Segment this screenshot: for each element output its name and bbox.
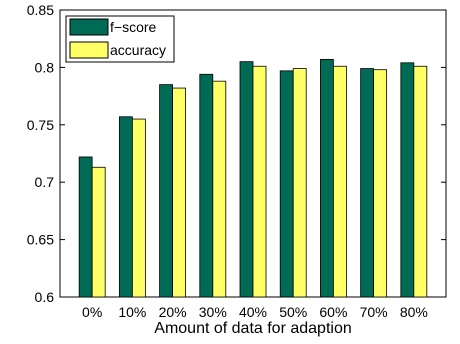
- bar-accuracy-0pct: [91, 166, 106, 298]
- y-tick-label: 0.7: [35, 174, 55, 190]
- x-tick-label: 50%: [279, 304, 307, 320]
- bar-f-score-40pct: [239, 61, 254, 298]
- x-axis: 0% 10% 20% 30% 40% 50% 60% 70% 80%: [82, 292, 428, 320]
- bar-f-score-60pct: [320, 58, 334, 298]
- x-tick-label: 40%: [239, 304, 267, 320]
- y-axis: 0.6 0.65 0.7 0.75 0.8 0.85: [27, 2, 446, 305]
- bar-accuracy-80pct: [413, 65, 428, 298]
- bar-accuracy-30pct: [212, 80, 227, 298]
- x-tick-label: 70%: [360, 304, 388, 320]
- y-tick-label: 0.6: [35, 289, 55, 305]
- x-tick-label: 30%: [199, 304, 227, 320]
- y-tick-label: 0.8: [35, 59, 55, 75]
- bar-f-score-80pct: [400, 62, 415, 298]
- bar-accuracy-20pct: [172, 87, 186, 298]
- x-axis-title: Amount of data for adaption: [154, 320, 351, 337]
- y-tick-label: 0.65: [27, 232, 54, 248]
- legend: f−score accuracy: [65, 15, 175, 63]
- bar-f-score-50pct: [279, 70, 294, 298]
- x-tick-label: 60%: [319, 304, 347, 320]
- legend-label-accuracy: accuracy: [110, 42, 166, 58]
- bar-accuracy-60pct: [333, 65, 347, 298]
- y-tick-label: 0.85: [27, 2, 54, 18]
- bar-accuracy-10pct: [131, 118, 146, 298]
- x-tick-label: 80%: [400, 304, 428, 320]
- y-tick-label: 0.75: [27, 117, 54, 133]
- legend-label-f-score: f−score: [110, 19, 157, 35]
- bar-f-score-10pct: [118, 116, 133, 298]
- bar-f-score-0pct: [78, 156, 93, 298]
- legend-swatch-f-score: [69, 18, 109, 36]
- bar-f-score-70pct: [360, 68, 375, 298]
- legend-swatch-accuracy: [69, 41, 109, 59]
- bar-accuracy-70pct: [373, 69, 388, 298]
- x-tick-label: 0%: [82, 304, 102, 320]
- bar-accuracy-40pct: [252, 65, 267, 298]
- bars: [78, 58, 428, 298]
- x-tick-label: 20%: [159, 304, 187, 320]
- bar-f-score-30pct: [199, 73, 214, 298]
- bar-accuracy-50pct: [292, 68, 307, 298]
- bar-f-score-20pct: [159, 84, 173, 298]
- x-tick-label: 10%: [118, 304, 146, 320]
